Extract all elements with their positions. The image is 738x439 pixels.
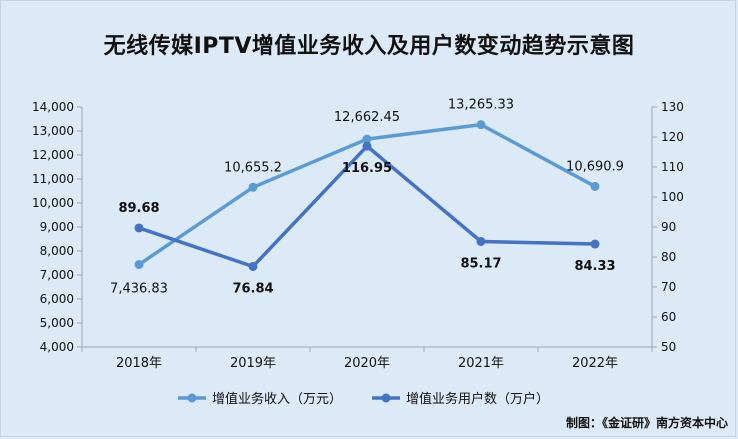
y-left-tick-label: 12,000 — [32, 148, 74, 162]
legend-marker-users — [381, 393, 391, 403]
revenue-point — [362, 134, 372, 144]
revenue-data-label: 12,662.45 — [334, 110, 400, 125]
users-point — [248, 261, 258, 271]
users-data-label: 89.68 — [118, 201, 159, 216]
revenue-data-label: 7,436.83 — [110, 282, 168, 297]
users-point — [362, 141, 372, 151]
users-data-label: 76.84 — [232, 281, 273, 296]
y-right-tick-label: 60 — [661, 310, 676, 324]
y-right-tick-label: 100 — [661, 190, 684, 204]
x-tick-label: 2022年 — [572, 356, 618, 371]
legend-label-users: 增值业务用户数（万户） — [406, 391, 549, 407]
x-tick-label: 2019年 — [230, 356, 276, 371]
revenue-point — [590, 181, 600, 191]
legend-label-revenue: 增值业务收入（万元） — [212, 391, 342, 407]
revenue-point — [134, 260, 144, 270]
y-left-tick-label: 9,000 — [40, 220, 74, 234]
credit-text: 制图：《金证研》南方资本中心 — [565, 416, 728, 430]
y-left-tick-label: 11,000 — [32, 172, 74, 186]
x-tick-label: 2020年 — [344, 356, 390, 371]
x-tick-label: 2018年 — [116, 356, 162, 371]
users-data-label: 85.17 — [460, 256, 501, 271]
y-left-tick-label: 7,000 — [40, 268, 74, 282]
legend-marker-revenue — [187, 393, 197, 403]
users-point — [476, 236, 486, 246]
y-left-tick-label: 6,000 — [40, 292, 74, 306]
revenue-data-label: 10,655.2 — [224, 160, 282, 175]
y-right-tick-label: 130 — [661, 100, 684, 114]
y-left-tick-label: 14,000 — [32, 100, 74, 114]
users-data-label: 116.95 — [342, 161, 392, 176]
y-left-tick-label: 8,000 — [40, 244, 74, 258]
y-right-tick-label: 120 — [661, 130, 684, 144]
chart-title: 无线传媒IPTV增值业务收入及用户数变动趋势示意图 — [103, 34, 635, 59]
y-left-tick-label: 10,000 — [32, 196, 74, 210]
y-right-tick-label: 50 — [661, 340, 676, 354]
y-left-tick-label: 5,000 — [40, 316, 74, 330]
y-right-tick-label: 110 — [661, 160, 684, 174]
y-left-tick-label: 4,000 — [40, 340, 74, 354]
revenue-data-label: 10,690.9 — [566, 159, 624, 174]
x-tick-label: 2021年 — [458, 356, 504, 371]
y-right-tick-label: 90 — [661, 220, 676, 234]
users-data-label: 84.33 — [574, 259, 615, 274]
revenue-point — [248, 182, 258, 192]
y-left-tick-label: 13,000 — [32, 124, 74, 138]
y-right-tick-label: 80 — [661, 250, 676, 264]
users-point — [134, 223, 144, 233]
users-point — [590, 239, 600, 249]
y-right-tick-label: 70 — [661, 280, 676, 294]
revenue-data-label: 13,265.33 — [448, 98, 514, 113]
revenue-point — [476, 120, 486, 130]
